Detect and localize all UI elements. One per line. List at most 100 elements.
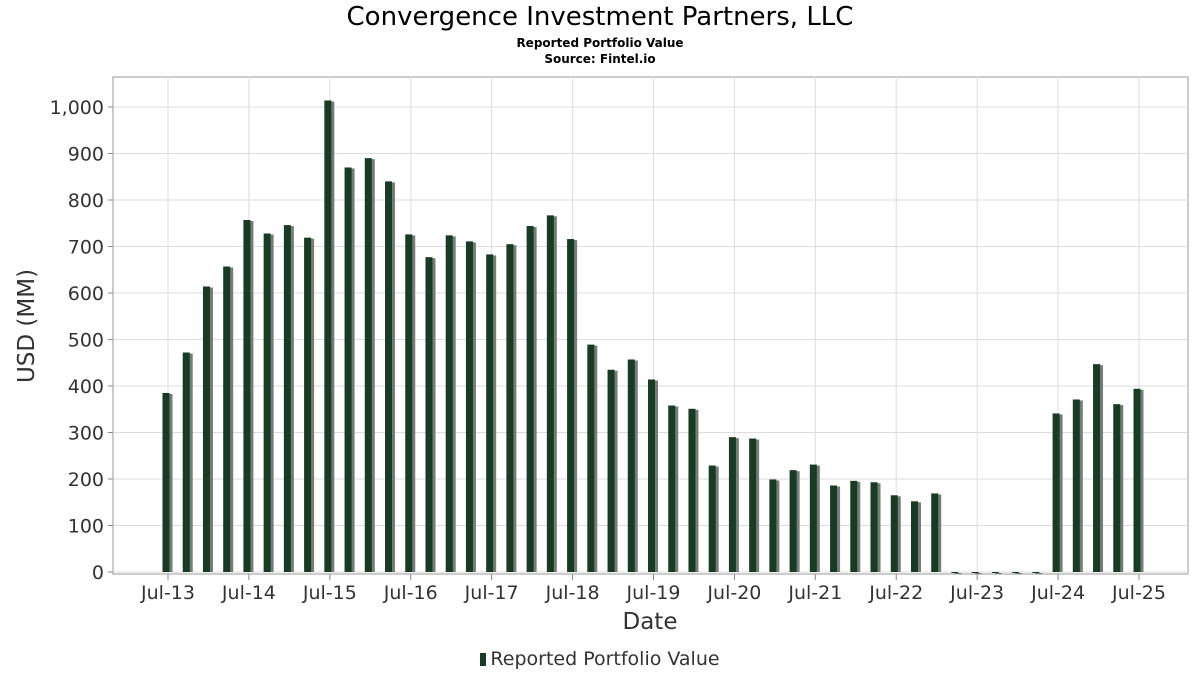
bar (749, 438, 760, 572)
x-tick-label: Jul-15 (302, 582, 357, 604)
bar-body (789, 470, 797, 572)
bar (445, 235, 456, 572)
y-tick-label: 500 (68, 330, 104, 352)
bar (162, 392, 173, 572)
bar (951, 572, 962, 574)
bar (587, 344, 598, 572)
bar-body (1113, 404, 1121, 572)
bar-body (1012, 572, 1020, 573)
bar-body (991, 572, 999, 573)
bar-shadow (994, 573, 1002, 574)
bar (243, 219, 254, 572)
bar-body (607, 369, 615, 572)
bar-body (465, 241, 473, 572)
bar (971, 572, 982, 574)
x-tick-label: Jul-23 (949, 582, 1004, 604)
bar-body (890, 495, 898, 572)
bars (162, 100, 1144, 574)
bar (506, 244, 517, 573)
bar-shadow (1015, 573, 1023, 574)
bar-body (668, 405, 676, 572)
x-tick-label: Jul-20 (706, 582, 761, 604)
bar (304, 237, 315, 573)
bar-body (769, 479, 777, 572)
chart-subtitle: Reported Portfolio Value (516, 36, 684, 50)
bar (405, 234, 416, 572)
chart-title: Convergence Investment Partners, LLC (346, 2, 854, 32)
bar (1133, 388, 1144, 572)
bar-body (202, 286, 210, 572)
bar (789, 470, 800, 572)
bar (627, 359, 638, 572)
y-tick-label: 400 (68, 376, 104, 398)
bar-body (1052, 413, 1060, 572)
bar-shadow (1035, 573, 1043, 574)
bar-body (405, 234, 413, 572)
bar-body (708, 465, 716, 572)
bar-body (324, 100, 332, 573)
bar-body (344, 167, 352, 572)
x-tick-label: Jul-16 (383, 582, 438, 604)
x-tick-label: Jul-14 (221, 582, 276, 604)
bar (668, 405, 679, 572)
bar-body (1093, 364, 1101, 572)
bar-body (506, 244, 514, 573)
bar (526, 226, 537, 573)
bar (708, 465, 719, 572)
bar-body (1133, 388, 1141, 572)
bar-body (830, 485, 838, 572)
bar-body (951, 572, 959, 573)
x-tick-label: Jul-24 (1030, 582, 1085, 604)
bar-body (445, 235, 453, 572)
y-tick-label: 600 (68, 283, 104, 305)
bar-shadow (954, 573, 962, 574)
y-tick-label: 900 (68, 144, 104, 166)
bar (931, 493, 942, 572)
chart-source: Source: Fintel.io (544, 52, 656, 66)
bar-body (728, 437, 736, 572)
y-tick-label: 800 (68, 190, 104, 212)
bar-body (385, 181, 393, 572)
bar (546, 215, 557, 572)
y-tick-label: 1,000 (50, 97, 104, 119)
bar-body (263, 233, 271, 573)
bar (728, 437, 739, 572)
bar-body (364, 158, 372, 572)
bar (1093, 364, 1104, 572)
bar-body (546, 215, 554, 572)
bar-body (304, 237, 312, 573)
bar (223, 266, 234, 572)
bar (344, 167, 355, 572)
bar-body (910, 501, 918, 572)
bar-body (526, 226, 534, 573)
y-tick-label: 0 (92, 562, 104, 584)
y-tick-label: 700 (68, 237, 104, 259)
bar-body (283, 225, 291, 573)
bar-body (486, 254, 494, 572)
bar-body (1032, 572, 1040, 573)
bar-body (223, 266, 231, 572)
bar (263, 233, 274, 573)
bar (688, 408, 699, 572)
bar (202, 286, 213, 572)
bar-body (870, 482, 878, 572)
bar-body (243, 219, 251, 572)
bar (870, 482, 881, 572)
bar-body (567, 239, 575, 572)
bar (283, 225, 294, 573)
bar-body (648, 379, 655, 572)
bar-body (425, 257, 433, 572)
bar (769, 479, 780, 572)
bar (425, 257, 436, 572)
bar (567, 239, 578, 572)
bar (991, 572, 1002, 574)
x-tick-label: Jul-18 (545, 582, 600, 604)
bar-body (931, 493, 939, 572)
bar (1113, 404, 1124, 572)
bar (1012, 572, 1023, 574)
y-axis-ticks: 0 100 200 300 400 500 600 700 800 900 1,000 (50, 97, 113, 584)
bar-body (182, 352, 190, 572)
x-axis-ticks: Jul-13 Jul-14 Jul-15 Jul-16 Jul-17 Jul-18 Jul-… (140, 574, 1166, 604)
x-axis-label: Date (623, 609, 678, 635)
bar-body (749, 438, 757, 572)
